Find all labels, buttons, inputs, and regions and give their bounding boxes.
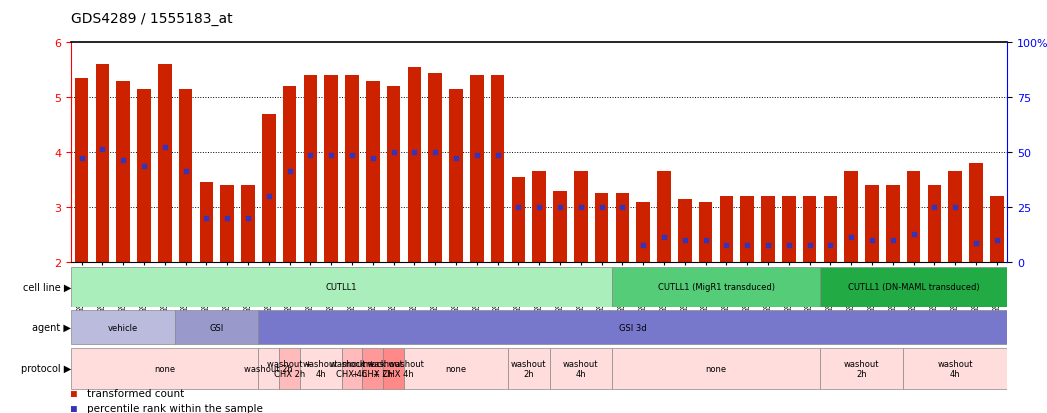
Text: protocol ▶: protocol ▶: [21, 363, 71, 374]
Text: percentile rank within the sample: percentile rank within the sample: [87, 403, 263, 413]
Bar: [508, 348, 550, 389]
Bar: [386, 87, 400, 262]
Bar: [907, 172, 920, 262]
Bar: [325, 76, 338, 262]
Bar: [678, 199, 692, 262]
Bar: [803, 197, 817, 262]
Bar: [346, 76, 359, 262]
Bar: [280, 348, 300, 389]
Bar: [95, 65, 109, 262]
Bar: [71, 311, 175, 344]
Bar: [886, 186, 899, 262]
Text: CUTLL1 (MigR1 transduced): CUTLL1 (MigR1 transduced): [658, 282, 775, 292]
Text: vehicle: vehicle: [108, 323, 138, 332]
Bar: [449, 90, 463, 262]
Bar: [71, 267, 612, 307]
Bar: [383, 348, 404, 389]
Bar: [782, 197, 796, 262]
Bar: [845, 172, 857, 262]
Text: CUTLL1 (DN-MAML transduced): CUTLL1 (DN-MAML transduced): [848, 282, 979, 292]
Text: GDS4289 / 1555183_at: GDS4289 / 1555183_at: [71, 12, 232, 26]
Bar: [533, 172, 545, 262]
Text: ■: ■: [71, 388, 77, 398]
Text: washout +
CHX 4h: washout + CHX 4h: [330, 359, 375, 378]
Bar: [137, 90, 151, 262]
Text: GSI 3d: GSI 3d: [619, 323, 647, 332]
Bar: [283, 87, 296, 262]
Text: washout
2h: washout 2h: [844, 359, 879, 378]
Bar: [428, 74, 442, 262]
Bar: [300, 348, 341, 389]
Text: washout 2h: washout 2h: [244, 364, 293, 373]
Bar: [362, 348, 383, 389]
Bar: [616, 194, 629, 262]
Bar: [658, 172, 671, 262]
Bar: [341, 348, 362, 389]
Bar: [865, 186, 878, 262]
Bar: [366, 82, 380, 262]
Bar: [262, 114, 275, 262]
Bar: [259, 348, 280, 389]
Bar: [820, 348, 904, 389]
Text: mock washout
+ CHX 2h: mock washout + CHX 2h: [342, 359, 403, 378]
Bar: [904, 348, 1007, 389]
Bar: [740, 197, 754, 262]
Bar: [612, 348, 820, 389]
Bar: [761, 197, 775, 262]
Bar: [179, 90, 193, 262]
Text: transformed count: transformed count: [87, 388, 184, 398]
Bar: [200, 183, 214, 262]
Text: washout
2h: washout 2h: [511, 359, 547, 378]
Text: washout
4h: washout 4h: [563, 359, 599, 378]
Text: ■: ■: [71, 403, 77, 413]
Bar: [116, 82, 130, 262]
Bar: [824, 197, 838, 262]
Text: agent ▶: agent ▶: [32, 322, 71, 332]
Bar: [404, 348, 508, 389]
Bar: [928, 186, 941, 262]
Bar: [553, 191, 566, 262]
Bar: [595, 194, 608, 262]
Text: none: none: [154, 364, 175, 373]
Text: none: none: [445, 364, 467, 373]
Text: GSI: GSI: [209, 323, 224, 332]
Bar: [74, 79, 88, 262]
Bar: [612, 267, 820, 307]
Bar: [221, 186, 233, 262]
Bar: [637, 202, 650, 262]
Bar: [304, 76, 317, 262]
Bar: [241, 186, 254, 262]
Bar: [71, 348, 259, 389]
Bar: [175, 311, 259, 344]
Bar: [407, 68, 421, 262]
Bar: [990, 197, 1004, 262]
Text: washout
4h: washout 4h: [303, 359, 338, 378]
Bar: [970, 164, 983, 262]
Text: washout
4h: washout 4h: [937, 359, 973, 378]
Text: CUTLL1: CUTLL1: [326, 282, 357, 292]
Bar: [698, 202, 712, 262]
Bar: [550, 348, 612, 389]
Text: mock washout
+ CHX 4h: mock washout + CHX 4h: [363, 359, 424, 378]
Bar: [949, 172, 962, 262]
Bar: [574, 172, 587, 262]
Bar: [491, 76, 505, 262]
Text: none: none: [706, 364, 727, 373]
Bar: [512, 178, 526, 262]
Bar: [259, 311, 1007, 344]
Bar: [719, 197, 733, 262]
Bar: [158, 65, 172, 262]
Text: cell line ▶: cell line ▶: [23, 282, 71, 292]
Text: washout +
CHX 2h: washout + CHX 2h: [267, 359, 312, 378]
Bar: [820, 267, 1007, 307]
Bar: [470, 76, 484, 262]
